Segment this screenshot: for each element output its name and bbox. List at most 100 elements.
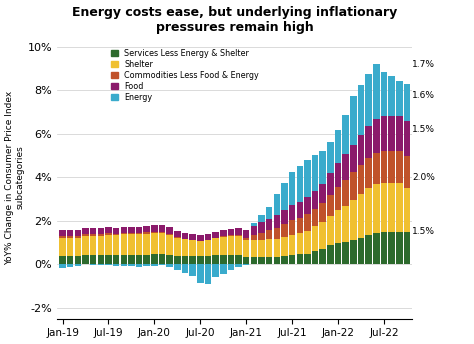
Bar [144,232,150,234]
Bar [98,228,104,234]
Bar [335,163,341,186]
Bar [365,74,372,126]
Bar [350,172,356,200]
Text: 1.7%: 1.7% [412,60,435,69]
Bar [243,265,249,266]
Bar [120,227,127,233]
Bar [67,265,73,267]
Bar [350,144,356,172]
Bar [144,255,150,265]
Bar [396,116,402,151]
Bar [190,239,196,256]
Bar [404,121,410,156]
Bar [136,234,142,255]
Bar [297,254,303,265]
Bar [312,155,319,191]
Bar [251,235,257,240]
Bar [396,232,402,265]
Text: 1.5%: 1.5% [412,125,435,134]
Bar [59,256,66,265]
Bar [365,158,372,188]
Bar [220,236,227,237]
Bar [151,233,158,254]
Bar [304,214,310,231]
Bar [281,237,288,256]
Bar [59,230,66,236]
Bar [151,225,158,232]
Bar [251,240,257,257]
Bar [128,255,135,265]
Bar [266,257,273,265]
Bar [243,229,249,238]
Bar [319,151,326,184]
Bar [174,256,181,265]
Bar [273,239,280,257]
Bar [128,227,135,233]
Bar [128,265,135,266]
Bar [212,255,219,265]
Bar [281,211,288,224]
Bar [159,225,165,232]
Bar [358,194,364,238]
Bar [266,230,273,239]
Bar [166,227,173,234]
Bar [197,239,203,241]
Bar [235,236,242,255]
Bar [90,228,96,234]
Bar [228,229,234,235]
Bar [159,232,165,233]
Bar [74,236,81,238]
Text: 1.6%: 1.6% [412,92,435,100]
Bar [388,76,395,116]
Bar [159,233,165,254]
Bar [136,265,142,267]
Bar [105,235,112,255]
Bar [404,84,410,121]
Bar [243,238,249,240]
Bar [381,72,387,116]
Bar [166,265,173,267]
Bar [235,228,242,235]
Bar [297,233,303,254]
Bar [174,231,181,237]
Bar [289,172,295,205]
Bar [136,255,142,265]
Bar [273,215,280,228]
Bar [197,239,203,256]
Bar [297,166,303,202]
Bar [98,234,104,236]
Bar [342,154,349,180]
Bar [266,239,273,257]
Bar [373,153,380,184]
Bar [190,256,196,265]
Bar [243,257,249,265]
Bar [235,255,242,265]
Bar [396,151,402,183]
Bar [335,186,341,210]
Bar [304,231,310,254]
Bar [358,85,364,135]
Bar [144,234,150,255]
Bar [67,236,73,238]
Bar [304,254,310,265]
Bar [90,236,96,255]
Bar [151,265,158,266]
Bar [74,256,81,265]
Bar [67,238,73,256]
Bar [297,202,303,218]
Bar [136,233,142,234]
Bar [74,265,81,266]
Bar [381,183,387,232]
Text: 2.0%: 2.0% [412,173,435,182]
Bar [105,255,112,265]
Bar [228,265,234,270]
Legend: Services Less Energy & Shelter, Shelter, Commodities Less Food & Energy, Food, E: Services Less Energy & Shelter, Shelter,… [108,46,262,105]
Bar [82,234,89,236]
Bar [373,184,380,233]
Bar [105,227,112,233]
Bar [235,235,242,236]
Bar [220,237,227,255]
Bar [151,254,158,265]
Y-axis label: YoY% Change in Consumer Price Index
subcategories: YoY% Change in Consumer Price Index subc… [6,90,25,265]
Bar [358,135,364,165]
